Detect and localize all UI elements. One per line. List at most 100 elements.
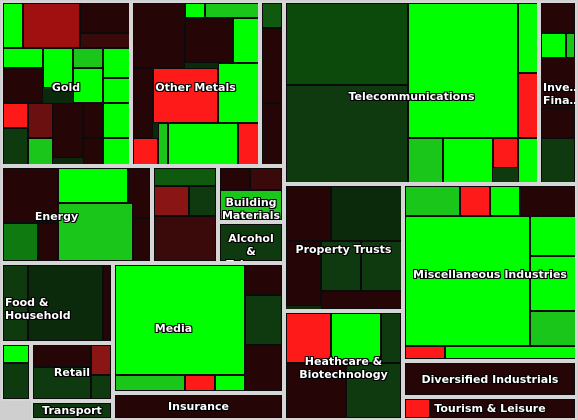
tile[interactable] — [33, 345, 91, 367]
tile[interactable] — [73, 68, 103, 103]
sector-investment-financial[interactable]: Inve… Fina… — [539, 1, 577, 184]
tile[interactable] — [115, 265, 245, 375]
sector-food-household[interactable]: Food & Household — [1, 263, 113, 343]
sector-tourism-leisure[interactable]: Tourism & Leisure — [403, 397, 577, 420]
tile[interactable] — [430, 399, 575, 418]
tile[interactable] — [218, 63, 258, 123]
tile[interactable] — [133, 68, 153, 138]
tile[interactable] — [220, 190, 282, 220]
sector-other-metals[interactable]: Other Metals — [131, 1, 260, 166]
tile[interactable] — [83, 138, 103, 164]
sector-telecommunications[interactable]: Telecommunications — [284, 1, 539, 184]
tile[interactable] — [103, 78, 129, 103]
tile[interactable] — [33, 367, 91, 399]
tile[interactable] — [185, 375, 215, 391]
sector-retail[interactable]: Retail — [31, 343, 113, 401]
tile[interactable] — [3, 223, 38, 261]
tile[interactable] — [153, 68, 218, 123]
tile[interactable] — [103, 138, 129, 164]
tile[interactable] — [520, 186, 575, 216]
tile[interactable] — [103, 48, 129, 78]
tile[interactable] — [80, 33, 129, 48]
tile[interactable] — [541, 138, 575, 182]
tile[interactable] — [262, 103, 282, 164]
sector-healthcare-biotechnology[interactable]: Heathcare & Biotechnology — [284, 311, 403, 420]
tile[interactable] — [28, 265, 103, 341]
tile[interactable] — [250, 168, 282, 190]
tile[interactable] — [286, 3, 408, 85]
tile[interactable] — [133, 138, 158, 164]
tile[interactable] — [262, 28, 282, 103]
tile[interactable] — [28, 103, 53, 138]
tile[interactable] — [220, 168, 250, 190]
tile[interactable] — [405, 346, 445, 359]
tile[interactable] — [38, 223, 58, 261]
tile[interactable] — [541, 108, 575, 138]
tile[interactable] — [408, 3, 518, 138]
tile[interactable] — [215, 375, 245, 391]
tile[interactable] — [115, 375, 185, 391]
tile[interactable] — [541, 3, 575, 33]
tile[interactable] — [133, 218, 150, 261]
tile[interactable] — [262, 3, 282, 28]
tile[interactable] — [3, 363, 29, 399]
tile[interactable] — [133, 3, 185, 68]
tile[interactable] — [321, 291, 401, 309]
tile[interactable] — [530, 256, 575, 311]
sector-media[interactable]: Media — [113, 263, 284, 393]
tile[interactable] — [158, 123, 168, 164]
tile[interactable] — [381, 313, 401, 363]
tile[interactable] — [405, 216, 530, 346]
tile[interactable] — [115, 395, 282, 418]
tile[interactable] — [43, 48, 73, 88]
tile[interactable] — [541, 33, 566, 58]
sector-energy[interactable]: Energy — [1, 166, 152, 263]
tile[interactable] — [445, 346, 575, 359]
tile[interactable] — [331, 186, 401, 241]
tile[interactable] — [321, 241, 361, 291]
tile[interactable] — [3, 103, 28, 128]
tile[interactable] — [185, 18, 233, 63]
tile[interactable] — [518, 138, 537, 182]
sector-miscellaneous-industries[interactable]: Miscellaneous Industries — [403, 184, 577, 361]
sector-extra-column[interactable] — [260, 1, 284, 166]
tile[interactable] — [3, 48, 43, 68]
tile[interactable] — [80, 3, 129, 33]
tile[interactable] — [168, 123, 238, 164]
tile[interactable] — [103, 265, 111, 341]
tile[interactable] — [28, 138, 53, 164]
tile[interactable] — [361, 241, 401, 291]
tile[interactable] — [103, 103, 129, 138]
tile[interactable] — [460, 186, 490, 216]
tile[interactable] — [405, 363, 575, 395]
tile[interactable] — [286, 313, 331, 363]
tile[interactable] — [189, 186, 216, 216]
tile[interactable] — [83, 103, 103, 138]
tile[interactable] — [3, 345, 29, 363]
tile[interactable] — [245, 295, 282, 345]
sector-diversified-industrials[interactable]: Diversified Industrials — [403, 361, 577, 397]
tile[interactable] — [405, 186, 460, 216]
sector-alcohol-tobacco[interactable]: Alcohol & Tobacco — [218, 222, 284, 263]
sector-transport[interactable]: Transport — [31, 401, 113, 420]
tile[interactable] — [91, 375, 111, 399]
sector-energy-overflow[interactable] — [152, 166, 218, 263]
tile[interactable] — [3, 265, 28, 341]
tile[interactable] — [3, 168, 58, 223]
tile[interactable] — [286, 363, 346, 418]
tile[interactable] — [154, 168, 216, 186]
tile[interactable] — [23, 3, 80, 48]
tile[interactable] — [530, 216, 575, 256]
tile[interactable] — [154, 186, 189, 216]
tile[interactable] — [53, 103, 83, 158]
tile[interactable] — [518, 73, 537, 138]
tile[interactable] — [3, 68, 43, 103]
tile[interactable] — [286, 186, 331, 241]
tile[interactable] — [73, 48, 103, 68]
tile[interactable] — [405, 399, 430, 418]
tile[interactable] — [493, 138, 518, 168]
tile[interactable] — [91, 345, 111, 375]
tile[interactable] — [518, 3, 537, 73]
tile[interactable] — [128, 168, 150, 218]
tile[interactable] — [490, 186, 520, 216]
